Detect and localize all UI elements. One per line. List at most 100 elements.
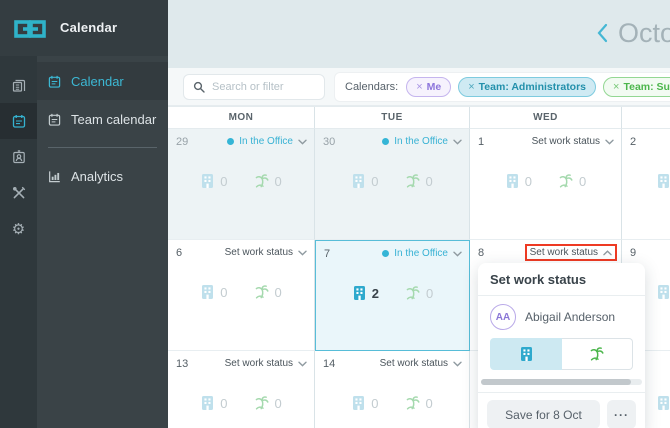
status-counts: 00 [622, 284, 670, 300]
chevron-down-icon [605, 139, 614, 145]
filter-chip[interactable]: × Me [406, 77, 452, 97]
day-cell[interactable]: 29 In the Office 0 0 [168, 129, 315, 240]
app-logo-icon[interactable] [13, 14, 47, 49]
user-name: Abigail Anderson [525, 310, 616, 324]
set-work-status-control[interactable]: Set work status [532, 136, 614, 147]
popup-scrollbar-thumb[interactable] [481, 379, 631, 385]
calendars-label: Calendars: [345, 81, 399, 93]
office-count-value: 0 [524, 173, 532, 189]
office-count-value: 0 [220, 173, 228, 189]
remote-count-value: 0 [274, 173, 282, 189]
sidebar-item-analytics[interactable]: Analytics [37, 157, 168, 195]
filter-chip[interactable]: × Team: Administrators [458, 77, 597, 97]
day-cell[interactable]: 7 In the Office 2 0 [315, 240, 470, 351]
contact-badge-icon[interactable] [0, 139, 37, 175]
office-building-icon [656, 284, 670, 300]
remove-chip-icon[interactable]: × [416, 81, 423, 93]
status-label: In the Office [394, 136, 448, 147]
popup-user-row: AA Abigail Anderson [478, 296, 645, 336]
remote-count: 0 [558, 173, 586, 189]
month-title: Octo [618, 18, 670, 48]
remote-count: 0 [405, 173, 433, 189]
status-dot-icon [382, 138, 390, 145]
toolbar: Calendars: ×Me×Team: Administrators×Team… [168, 68, 670, 106]
tools-icon[interactable] [0, 175, 37, 211]
day-header: TUE [315, 107, 470, 129]
office-count: 0 [656, 395, 670, 411]
set-work-status-control[interactable]: Set work status [380, 358, 462, 369]
office-building-icon [656, 395, 670, 411]
status-dot-icon [382, 250, 390, 257]
office-building-icon [200, 395, 215, 411]
remote-count: 0 [405, 285, 433, 301]
date-number: 30 [323, 136, 336, 148]
date-number: 2 [630, 136, 637, 148]
palm-tree-icon [589, 346, 605, 362]
settings-gear-icon[interactable]: ⚙ [11, 219, 26, 238]
save-button[interactable]: Save for 8 Oct [487, 400, 600, 428]
date-number: 9 [630, 247, 637, 259]
chevron-down-icon [298, 250, 307, 256]
day-cell[interactable]: 30 In the Office 0 0 [315, 129, 470, 240]
work-status-control[interactable]: In the Office [227, 136, 307, 147]
chip-label: Me [426, 81, 442, 93]
sidebar-item-label: Analytics [71, 168, 124, 184]
sidebar-item-label: Calendar [71, 73, 124, 89]
search-box[interactable] [183, 74, 325, 100]
status-label: Set work status [224, 247, 293, 258]
chevron-down-icon [453, 251, 462, 257]
remote-count-value: 0 [274, 395, 282, 411]
filter-chip[interactable]: ×Team: Supervisor [603, 77, 670, 97]
day-cell[interactable]: 1 Set work status 0 0 [470, 129, 622, 240]
office-count: 0 [656, 284, 670, 300]
set-work-status-popup: Set work status AA Abigail Anderson Save… [478, 263, 645, 428]
day-cell[interactable]: 14 Set work status 0 0 [315, 351, 470, 428]
chevron-left-icon[interactable] [596, 23, 608, 48]
status-label: Set work status [531, 136, 600, 147]
company-icon[interactable] [0, 67, 37, 103]
office-count: 2 [352, 285, 379, 301]
day-cell[interactable]: 6 Set work status 0 0 [168, 240, 315, 351]
bar-chart-icon [48, 170, 61, 183]
remote-count: 0 [254, 173, 282, 189]
work-status-control[interactable]: In the Office [382, 248, 462, 259]
remote-option-button[interactable] [562, 338, 633, 370]
office-building-icon [200, 284, 215, 300]
sidebar-divider [48, 147, 157, 148]
office-option-button[interactable] [490, 338, 562, 370]
office-count-value: 0 [371, 395, 379, 411]
palm-tree-icon [254, 395, 270, 411]
search-input[interactable] [212, 81, 315, 93]
more-options-button[interactable]: ··· [607, 400, 636, 428]
set-work-status-control[interactable]: Set work status [225, 247, 307, 258]
set-work-status-control[interactable]: Set work status [225, 358, 307, 369]
date-number: 8 [478, 247, 485, 259]
calendar-icon[interactable] [0, 103, 37, 139]
remove-chip-icon[interactable]: × [613, 81, 620, 93]
sidebar-item-team-calendar[interactable]: Team calendar [37, 100, 168, 138]
day-header: MON [168, 107, 315, 129]
chip-label: Team: Supervisor [623, 81, 670, 93]
work-status-control[interactable]: In the Office [382, 136, 462, 147]
office-building-icon [351, 395, 366, 411]
set-work-status-control[interactable]: Set work status [524, 244, 617, 261]
office-building-icon [352, 285, 367, 301]
day-header [622, 107, 670, 129]
status-label: Set work status [529, 247, 598, 258]
chevron-down-icon [453, 139, 462, 145]
date-number: 7 [324, 248, 331, 260]
day-cell[interactable]: 2 00 [622, 129, 670, 240]
sidebar-item-calendar[interactable]: Calendar [37, 62, 168, 100]
remote-count: 0 [254, 284, 282, 300]
remote-count: 0 [254, 395, 282, 411]
status-toggle [490, 338, 633, 370]
status-label: In the Office [239, 136, 293, 147]
office-count: 0 [200, 284, 228, 300]
remove-chip-icon[interactable]: × [468, 81, 475, 93]
status-counts: 00 [622, 173, 670, 189]
day-cell[interactable]: 13 Set work status 0 0 [168, 351, 315, 428]
